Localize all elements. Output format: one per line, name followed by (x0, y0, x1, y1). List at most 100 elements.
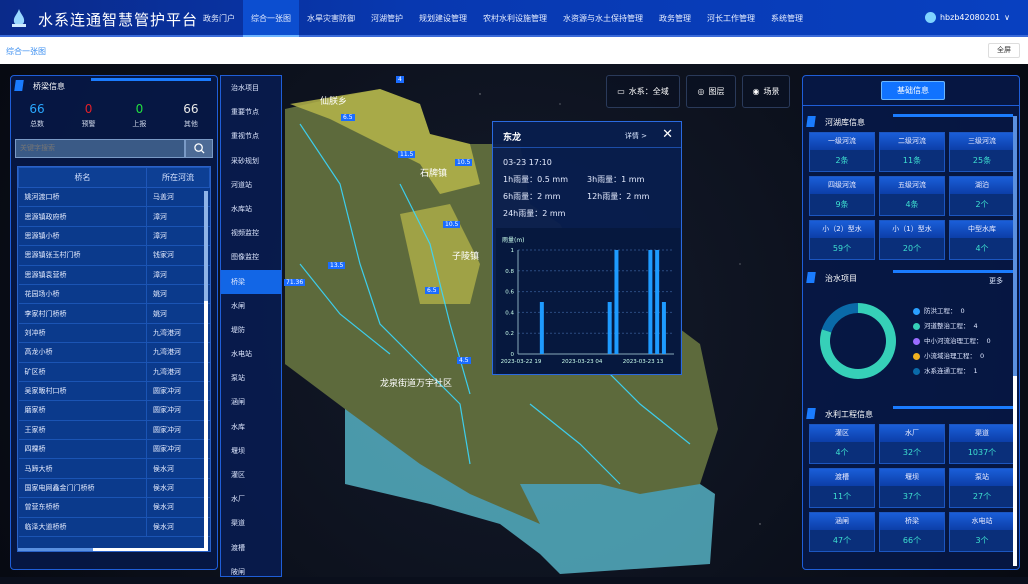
layer-menu-item[interactable]: 桥梁 (221, 269, 281, 294)
base-info-badge[interactable]: 基础信息 (881, 81, 945, 100)
detail-link[interactable]: 详情 > (624, 132, 647, 140)
layer-menu-item[interactable]: 渠道 (231, 519, 245, 528)
layer-menu-item[interactable]: 图像监控 (231, 253, 259, 262)
fullscreen-button[interactable]: 全屏 (988, 43, 1020, 58)
layer-menu-item[interactable]: 堤防 (231, 325, 245, 334)
nav-item[interactable]: 政务门户 (203, 14, 235, 23)
stat-card[interactable]: 渡槽 11个 (809, 468, 875, 508)
stat-card[interactable]: 二级河流 11条 (879, 132, 945, 172)
table-row[interactable]: 思源镇张玉村门桥 钱家河 (18, 245, 210, 266)
bar[interactable] (661, 302, 666, 354)
table-row[interactable]: 思源镇袁营桥 漳河 (18, 265, 210, 285)
layer-menu-item[interactable]: 河道站 (231, 180, 252, 189)
layer-menu-item[interactable]: 水库站 (231, 204, 252, 213)
layer-menu-item[interactable]: 泵站 (231, 374, 245, 383)
stat-card[interactable]: 一级河流 2条 (809, 132, 875, 172)
nav-item[interactable]: 河湖管护 (371, 14, 403, 23)
stat-card[interactable]: 三级河流 25条 (949, 132, 1015, 172)
table-row[interactable]: 矿区桥 九湾港河 (18, 362, 210, 382)
table-row[interactable]: 临泽大道桥桥 侯水河 (18, 517, 210, 538)
bar[interactable] (539, 302, 544, 354)
layer-menu-item[interactable]: 涵闸 (231, 398, 245, 407)
stat-card[interactable]: 湖泊 2个 (949, 176, 1015, 216)
layer-menu-item[interactable]: 水厂 (231, 495, 245, 504)
legend-item[interactable]: 防洪工程： 0 (913, 304, 991, 319)
nav-item[interactable]: 农村水利设施管理 (483, 14, 547, 23)
vertical-scrollbar[interactable] (204, 191, 208, 549)
table-row[interactable]: 磨家桥 圆家冲河 (18, 400, 210, 421)
bar[interactable] (607, 302, 612, 354)
table-row[interactable]: 国家电网鑫金门门桥桥 侯水河 (18, 478, 210, 499)
layer-menu-item[interactable]: 水闸 (231, 301, 245, 310)
more-link[interactable]: 更多 (989, 277, 1003, 285)
nav-item[interactable]: 规划建设管理 (419, 14, 467, 23)
bar[interactable] (648, 250, 653, 354)
bar[interactable] (655, 250, 660, 354)
table-row[interactable]: 思源镇小桥 漳河 (18, 226, 210, 247)
search-button[interactable] (185, 139, 213, 158)
stat-card[interactable]: 五级河流 4条 (879, 176, 945, 216)
layer-menu-item[interactable]: 陂闸 (231, 567, 245, 576)
stat-card[interactable]: 涵闸 47个 (809, 512, 875, 552)
legend-item[interactable]: 水系连通工程： 1 (913, 364, 991, 379)
table-row[interactable]: 高龙小桥 九湾港河 (18, 342, 210, 363)
stat-card[interactable]: 四级河流 9条 (809, 176, 875, 216)
nav-item[interactable]: 水资源与水土保持管理 (563, 14, 643, 23)
layer-menu-item[interactable]: 水库 (231, 422, 245, 431)
map-control-button[interactable]: ▭ 水系：全域 (606, 75, 680, 108)
table-row[interactable]: 花园场小桥 姚河 (18, 284, 210, 305)
layer-menu-item[interactable]: 渡槽 (231, 543, 245, 552)
table-row[interactable]: 马蹄大桥 侯水河 (18, 458, 210, 479)
table-row[interactable]: 刘冲桥 九湾港河 (18, 323, 210, 344)
nav-item[interactable]: 河长工作管理 (707, 14, 755, 23)
layer-menu-item[interactable]: 重视节点 (231, 132, 259, 141)
stat-card[interactable]: 桥梁 66个 (879, 512, 945, 552)
stat-card[interactable]: 小（2）型水 59个 (809, 220, 875, 260)
nav-item[interactable]: 水旱灾害防御 (307, 14, 355, 23)
stat-card[interactable]: 小（1）型水 20个 (879, 220, 945, 260)
user-menu[interactable]: hbzb42080201 ∨ (924, 12, 1010, 23)
layer-menu-item[interactable]: 治水项目 (231, 84, 259, 92)
breadcrumb[interactable]: 综合一张图 (6, 47, 46, 56)
map-marker[interactable]: 4.5 (457, 357, 471, 364)
table-row[interactable]: 姚河渡口桥 马盖河 (18, 187, 210, 208)
table-row[interactable]: 吴家畈村口桥 圆家冲河 (18, 381, 210, 402)
nav-item[interactable]: 系统管理 (771, 14, 803, 23)
layer-menu-item[interactable]: 堰坝 (231, 446, 245, 455)
map-marker[interactable]: 4 (396, 76, 404, 83)
map-marker[interactable]: 10.5 (443, 221, 461, 228)
stat-card[interactable]: 灌区 4个 (809, 424, 875, 464)
layer-menu-item[interactable]: 灌区 (231, 471, 245, 479)
legend-item[interactable]: 小流域治理工程： 0 (913, 349, 991, 364)
vertical-scrollbar[interactable] (1013, 116, 1017, 566)
table-row[interactable]: 曾营东桥桥 侯水河 (18, 497, 210, 518)
map-control-button[interactable]: ◎ 图层 (686, 75, 736, 108)
map-control-button[interactable]: ◉ 场景 (742, 75, 790, 108)
table-row[interactable]: 李家村门桥桥 姚河 (18, 303, 210, 324)
stat-card[interactable]: 水厂 32个 (879, 424, 945, 464)
layer-menu-item[interactable]: 水电站 (231, 350, 252, 359)
legend-item[interactable]: 河道整治工程： 4 (913, 319, 991, 334)
map-marker[interactable]: 10.5 (455, 159, 473, 166)
stat-card[interactable]: 水电站 3个 (949, 512, 1015, 552)
stat-card[interactable]: 泵站 27个 (949, 468, 1015, 508)
nav-item[interactable]: 综合一张图 (243, 0, 299, 37)
map-marker[interactable]: 13.5 (328, 262, 346, 269)
nav-item[interactable]: 政务管理 (659, 14, 691, 23)
donut-slice[interactable] (821, 303, 858, 333)
layer-menu-item[interactable]: 视频监控 (231, 229, 259, 238)
horizontal-scrollbar[interactable] (18, 548, 208, 551)
map-marker[interactable]: 71.36 (284, 279, 306, 286)
map-marker[interactable]: 11.5 (398, 151, 416, 158)
layer-menu-item[interactable]: 重要节点 (231, 108, 259, 117)
legend-item[interactable]: 中小河流治理工程： 0 (913, 334, 991, 349)
stat-card[interactable]: 渠道 1037个 (949, 424, 1015, 464)
stat-card[interactable]: 堰坝 37个 (879, 468, 945, 508)
map-marker[interactable]: 6.5 (425, 287, 439, 294)
search-input[interactable] (15, 139, 185, 158)
table-row[interactable]: 四棵桥 圆家冲河 (18, 439, 210, 460)
map-marker[interactable]: 6.5 (341, 114, 355, 121)
layer-menu-item[interactable]: 采砂规划 (231, 156, 259, 165)
table-row[interactable]: 王家桥 圆家冲河 (18, 420, 210, 441)
table-row[interactable]: 思源镇政府桥 漳河 (18, 206, 210, 227)
